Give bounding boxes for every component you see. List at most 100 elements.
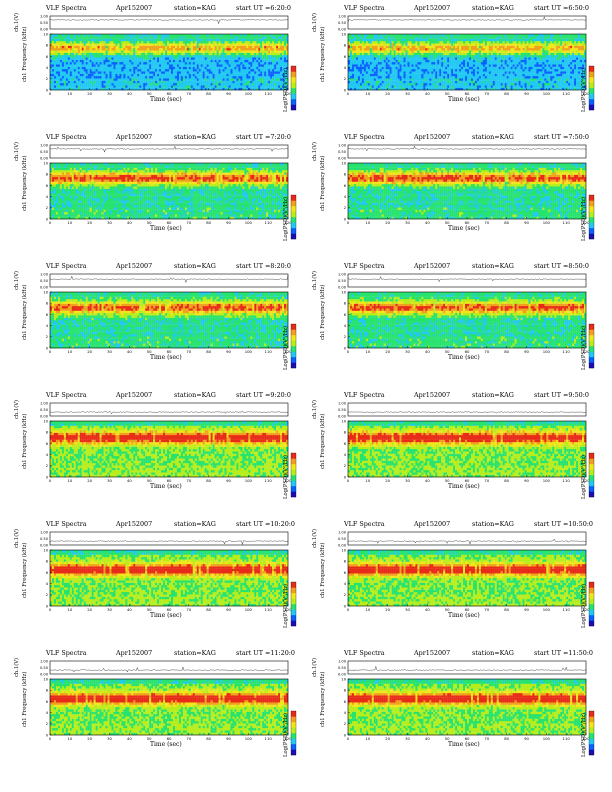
colorbar-label: Log(PSD)(V²/Hz) <box>581 455 587 499</box>
colorbar-scale <box>588 65 595 111</box>
x-tick-label: 90 <box>524 736 529 741</box>
x-tick-label: 0 <box>347 478 350 483</box>
panel-date: Apr152007 <box>116 649 152 658</box>
ch1-axis-label: ch.1(V) <box>14 658 20 677</box>
y-tick-label: 8 <box>344 689 347 693</box>
x-tick-label: 80 <box>206 91 211 96</box>
x-tick-label: 40 <box>127 220 132 225</box>
x-tick-label: 80 <box>504 478 509 483</box>
x-tick-label: 0 <box>49 220 52 225</box>
x-tick-label: 110 <box>265 220 273 225</box>
x-tick-label: 0 <box>347 736 350 741</box>
ch1-axis-label: ch.1(V) <box>312 400 318 419</box>
x-tick-label: 10 <box>67 349 72 354</box>
ch1-axis-label: ch.1(V) <box>14 529 20 548</box>
ch1-trace <box>347 145 587 152</box>
y-tick-label: 4 <box>46 324 49 328</box>
y-tick-label: 0 <box>46 604 49 608</box>
panel-station: station=KAG <box>472 133 514 142</box>
ch1-frame <box>347 15 587 30</box>
spectrogram-panel: VLF Spectra Apr152007 station=KAG start UT … <box>306 391 596 517</box>
spectrogram: 0 2 4 6 8 10 0 10 20 30 40 50 60 70 80 90 100 110 120 Time … <box>8 548 298 646</box>
spectrogram: 0 2 4 6 8 10 0 10 20 30 40 50 60 70 80 90 100 110 120 Time … <box>8 677 298 775</box>
panel-date: Apr152007 <box>414 133 450 142</box>
spectrogram-cells <box>50 550 289 607</box>
x-tick-label: 90 <box>226 736 231 741</box>
y-tick-label: 4 <box>344 582 347 586</box>
ch1-tick-label: 0.50 <box>40 150 49 154</box>
ch1-trace <box>49 275 289 284</box>
x-tick-label: 120 <box>284 607 292 612</box>
ch1-waveform-plot: 0.00 0.50 1.00 <box>40 272 289 289</box>
panel-header: VLF Spectra Apr152007 station=KAG start UT … <box>344 262 592 271</box>
x-tick-label: 40 <box>425 91 430 96</box>
spectrogram-cells <box>50 34 289 91</box>
spectrogram: 0 2 4 6 8 10 0 10 20 30 40 50 60 70 80 90 100 110 120 Time … <box>306 290 596 388</box>
ch1-frame <box>49 531 289 546</box>
colorbar-label: Log(PSD)(V²/Hz) <box>581 713 587 757</box>
y-tick-label: 2 <box>46 722 48 726</box>
ch1-frame <box>49 144 289 159</box>
y-tick-label: 8 <box>344 560 347 564</box>
time-axis-label: Time (sec) <box>448 741 480 748</box>
x-tick-label: 40 <box>425 349 430 354</box>
colorbar: Log(PSD)(V²/Hz) <box>283 710 339 763</box>
ch1-axis-label: ch.1(V) <box>14 13 20 32</box>
ch1-tick-label: 0.50 <box>40 21 49 25</box>
colorbar-scale <box>588 194 595 240</box>
panel-title: VLF Spectra <box>46 391 87 400</box>
x-tick-label: 80 <box>504 736 509 741</box>
colorbar-label: Log(PSD)(V²/Hz) <box>283 584 289 628</box>
x-tick-label: 120 <box>582 91 590 96</box>
panel-station: station=KAG <box>472 4 514 13</box>
x-tick-label: 0 <box>49 349 52 354</box>
x-tick-label: 120 <box>582 478 590 483</box>
ch1-waveform-plot: 0.00 0.50 1.00 <box>338 659 587 676</box>
time-axis-label: Time (sec) <box>448 96 480 103</box>
spectrogram-cells <box>50 679 289 736</box>
y-tick-label: 6 <box>46 55 49 59</box>
panel-header: VLF Spectra Apr152007 station=KAG start UT … <box>46 4 294 13</box>
x-tick-label: 90 <box>524 478 529 483</box>
x-tick-label: 50 <box>445 91 450 96</box>
x-tick-label: 70 <box>186 220 191 225</box>
y-tick-label: 10 <box>43 548 48 552</box>
spectrogram: 0 2 4 6 8 10 0 10 20 30 40 50 60 70 80 90 100 110 120 Time … <box>8 419 298 517</box>
spectrogram-panel: VLF Spectra Apr152007 station=KAG start UT … <box>8 133 298 259</box>
panel-date: Apr152007 <box>414 649 450 658</box>
spectrogram-cells <box>50 292 289 349</box>
ch1-waveform: 0.00 0.50 1.00 <box>306 13 596 32</box>
spectrogram-cells <box>348 292 587 349</box>
ch1-waveform: 0.00 0.50 1.00 <box>8 142 298 161</box>
ch1-tick-label: 0.50 <box>338 537 347 541</box>
x-tick-label: 60 <box>167 349 172 354</box>
frequency-axis-label: ch1 Frequency (kHz) <box>320 22 326 82</box>
colorbar: Log(PSD)(V²/Hz) <box>581 323 612 376</box>
time-axis-label: Time (sec) <box>150 612 182 619</box>
y-tick-label: 6 <box>344 571 347 575</box>
x-tick-label: 60 <box>167 220 172 225</box>
y-tick-label: 8 <box>46 173 49 177</box>
ch1-tick-label: 0.50 <box>338 150 347 154</box>
x-tick-label: 80 <box>206 349 211 354</box>
spectrogram: 0 2 4 6 8 10 0 10 20 30 40 50 60 70 80 90 100 110 120 Time … <box>8 32 298 130</box>
frequency-axis-label: ch1 Frequency (kHz) <box>320 538 326 598</box>
x-tick-label: 80 <box>504 607 509 612</box>
panel-title: VLF Spectra <box>46 520 87 529</box>
panel-title: VLF Spectra <box>344 4 385 13</box>
panel-start-time: start UT =6:50:0 <box>534 4 589 13</box>
ch1-tick-label: 1.00 <box>338 143 347 147</box>
ch1-waveform-plot: 0.00 0.50 1.00 <box>40 659 289 676</box>
time-axis-label: Time (sec) <box>448 612 480 619</box>
ch1-waveform: 0.00 0.50 1.00 <box>306 658 596 677</box>
x-tick-label: 90 <box>226 220 231 225</box>
x-tick-label: 120 <box>582 607 590 612</box>
x-tick-label: 120 <box>582 349 590 354</box>
x-tick-label: 50 <box>147 349 152 354</box>
y-tick-label: 10 <box>341 290 346 294</box>
colorbar: Log(PSD)(V²/Hz) <box>581 65 612 118</box>
frequency-axis-label: ch1 Frequency (kHz) <box>320 151 326 211</box>
x-tick-label: 60 <box>465 478 470 483</box>
